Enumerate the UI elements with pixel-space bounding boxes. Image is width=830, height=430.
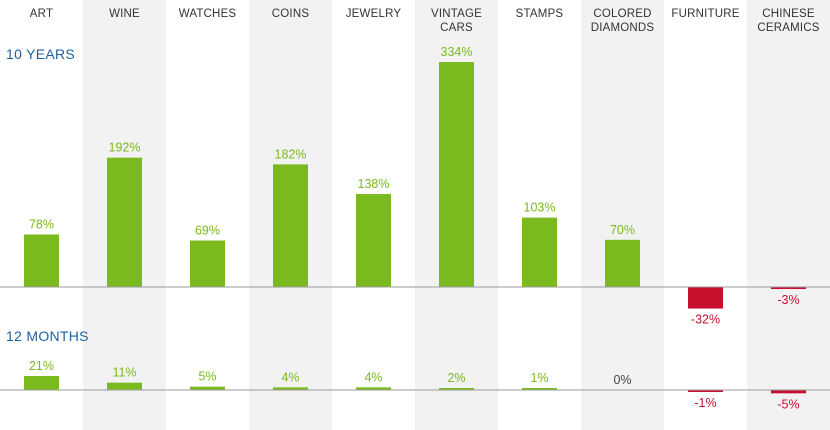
data-label: 11%: [112, 366, 136, 380]
bar: [356, 194, 391, 287]
data-label: 0%: [613, 373, 631, 387]
category-label-line: CARS: [440, 22, 473, 34]
data-label: 182%: [275, 147, 307, 161]
bar: [771, 287, 806, 290]
bar: [273, 164, 308, 287]
category-label: VINTAGE CARS: [431, 8, 482, 34]
category-label-line: COINS: [272, 8, 310, 20]
bar: [107, 382, 142, 390]
category-label-line: WINE: [109, 8, 140, 20]
category-label-line: WATCHES: [179, 8, 237, 20]
section-label-12-months: 12 MONTHS: [6, 328, 89, 344]
category-label: WINE: [109, 8, 140, 20]
baselines: [0, 286, 830, 391]
data-label: 21%: [29, 359, 54, 373]
data-label: 5%: [198, 370, 216, 384]
bar: [522, 217, 557, 287]
bar: [688, 390, 723, 392]
category-label-line: FURNITURE: [671, 8, 739, 20]
bars: [24, 62, 806, 394]
bar: [24, 234, 59, 287]
column-shade: [581, 0, 664, 430]
category-label: COINS: [272, 8, 310, 20]
category-label-line: JEWELRY: [346, 8, 402, 20]
data-label: 334%: [441, 45, 473, 59]
category-label-line: COLORED: [593, 8, 651, 20]
value-labels: 78% 192% 69% 182% 138% 334% 103% 70% -32% -3% 21% 1…: [29, 45, 800, 411]
bar: [190, 240, 225, 287]
data-label: 192%: [109, 141, 141, 155]
bar: [107, 157, 142, 287]
data-label: 4%: [281, 370, 299, 384]
category-label: STAMPS: [516, 8, 564, 20]
data-label: -1%: [694, 396, 716, 410]
data-label: 1%: [530, 371, 548, 385]
category-label: CHINESE CERAMICS: [757, 8, 819, 34]
category-labels: ART WINE WATCHES COINS JEWELRY VINTAGE CARS STA…: [30, 8, 820, 34]
data-label: 2%: [447, 371, 465, 385]
bar: [24, 376, 59, 390]
bar: [688, 287, 723, 309]
category-label-line: CHINESE: [762, 8, 815, 20]
bar: [190, 386, 225, 390]
data-label: 138%: [358, 177, 390, 191]
category-label-line: ART: [30, 8, 53, 20]
data-label: 70%: [610, 223, 635, 237]
category-label: COLORED DIAMONDS: [591, 8, 655, 34]
category-label: ART: [30, 8, 53, 20]
bar: [356, 387, 391, 390]
data-label: 103%: [524, 201, 556, 215]
category-label-line: VINTAGE: [431, 8, 482, 20]
data-label: 4%: [364, 370, 382, 384]
section-label-10-years: 10 YEARS: [6, 46, 75, 62]
data-label: -3%: [777, 293, 799, 307]
bar: [522, 388, 557, 390]
category-label-line: CERAMICS: [757, 22, 819, 34]
data-label: 69%: [195, 224, 220, 238]
data-label: -32%: [691, 313, 720, 327]
bar: [605, 239, 640, 287]
column-shade: [747, 0, 830, 430]
category-label: FURNITURE: [671, 8, 739, 20]
bar: [771, 390, 806, 394]
category-label-line: DIAMONDS: [591, 22, 655, 34]
category-label-line: STAMPS: [516, 8, 564, 20]
category-label: JEWELRY: [346, 8, 402, 20]
data-label: -5%: [777, 397, 799, 411]
bar: [439, 62, 474, 287]
bar: [273, 387, 308, 390]
data-label: 78%: [29, 217, 54, 231]
bar: [439, 388, 474, 390]
category-label: WATCHES: [179, 8, 237, 20]
